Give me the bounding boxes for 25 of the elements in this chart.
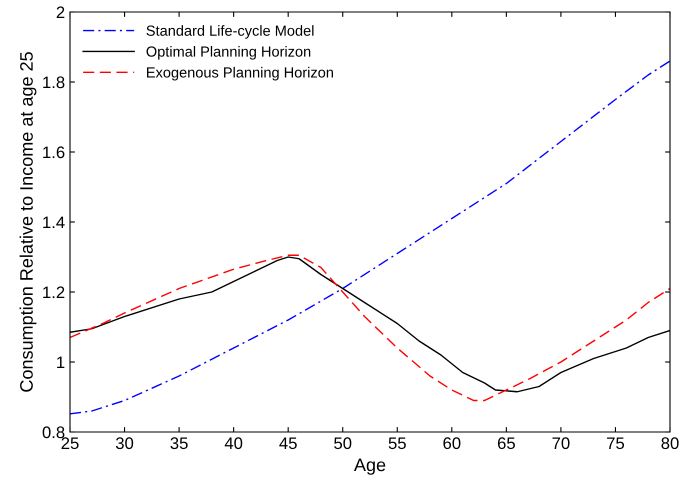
legend-label: Optimal Planning Horizon — [146, 46, 310, 60]
x-axis-title: Age — [354, 458, 386, 475]
x-tick-label: 35 — [170, 437, 188, 450]
x-tick-label: 40 — [224, 437, 242, 450]
legend-label: Exogenous Planning Horizon — [147, 66, 333, 80]
y-tick-label: 1.6 — [43, 146, 64, 158]
legend-label: Standard Life-cycle Model — [146, 25, 314, 39]
x-tick-label: 55 — [388, 437, 406, 450]
y-tick-label: 2 — [56, 6, 64, 18]
x-tick-label: 70 — [552, 437, 570, 450]
x-tick-label: 45 — [279, 437, 297, 450]
y-axis-title: Consumption Relative to Income at age 25 — [20, 52, 36, 392]
y-tick-label: 1.8 — [43, 76, 64, 88]
y-tick-label: 1.4 — [43, 216, 65, 228]
x-tick-label: 65 — [498, 437, 515, 450]
x-tick-label: 30 — [116, 437, 134, 450]
y-tick-label: 0.8 — [42, 426, 64, 438]
x-tick-label: 80 — [661, 437, 679, 450]
y-tick-label: 1.2 — [43, 286, 64, 298]
x-tick-label: 50 — [334, 437, 352, 450]
y-tick-label: 1 — [57, 356, 64, 368]
line-series — [70, 60, 670, 414]
x-tick-label: 25 — [62, 437, 79, 450]
x-tick-label: 60 — [443, 437, 460, 450]
x-tick-label: 75 — [607, 437, 624, 450]
